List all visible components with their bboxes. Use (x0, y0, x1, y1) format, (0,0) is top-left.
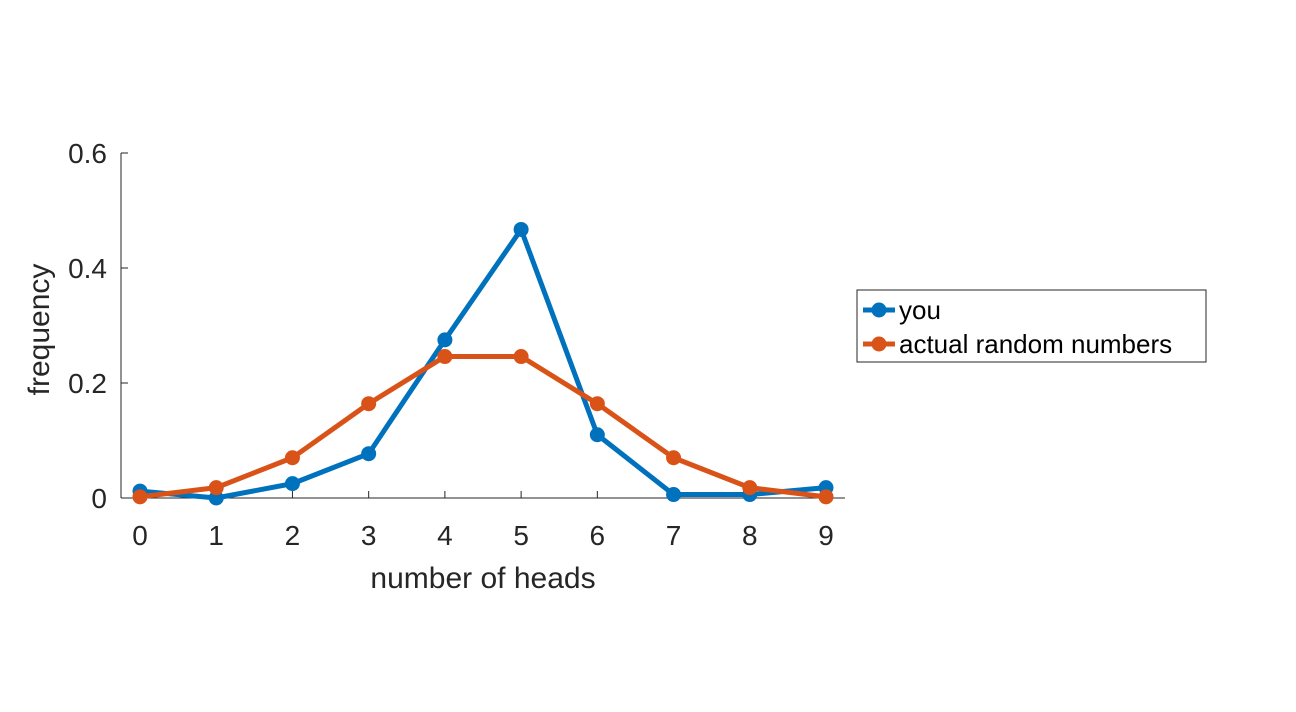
data-point (361, 446, 377, 462)
legend: you actual random numbers (856, 289, 1207, 363)
y-tick-label: 0.6 (68, 138, 107, 169)
x-tick-label: 5 (513, 520, 529, 551)
data-point (437, 332, 453, 348)
data-point (208, 480, 224, 496)
data-point (513, 349, 529, 365)
data-point (361, 396, 377, 412)
series-lines (132, 221, 834, 506)
data-point (589, 396, 605, 412)
x-tick-label: 9 (818, 520, 834, 551)
x-tick-label: 8 (742, 520, 758, 551)
data-point (666, 450, 682, 466)
legend-marker (871, 336, 887, 352)
y-tick-label: 0.2 (68, 368, 107, 399)
x-ticks: 0 1 2 3 4 5 6 7 8 9 (132, 491, 834, 551)
data-point (284, 450, 300, 466)
y-ticks: 0 0.2 0.4 0.6 (68, 138, 128, 514)
x-tick-label: 6 (590, 520, 606, 551)
data-point (208, 490, 224, 506)
y-tick-label: 0.4 (68, 253, 107, 284)
data-point (589, 427, 605, 443)
x-axis-label: number of heads (370, 562, 595, 595)
y-axis-label: frequency (23, 264, 56, 396)
data-point (818, 489, 834, 505)
y-tick-label: 0 (91, 483, 107, 514)
data-point (666, 487, 682, 503)
legend-item: actual random numbers (863, 329, 1172, 359)
data-point (284, 476, 300, 492)
data-point (742, 480, 758, 496)
series-line (137, 226, 829, 501)
x-tick-label: 1 (208, 520, 224, 551)
x-tick-label: 7 (666, 520, 682, 551)
data-point (437, 349, 453, 365)
data-point (513, 221, 529, 237)
legend-marker (871, 302, 887, 318)
data-point (132, 489, 148, 505)
series-1 (132, 349, 834, 505)
legend-box (856, 289, 1207, 363)
legend-label: you (899, 295, 941, 325)
legend-item: you (863, 295, 941, 325)
x-tick-label: 0 (132, 520, 148, 551)
x-tick-label: 2 (285, 520, 301, 551)
x-tick-label: 4 (437, 520, 453, 551)
axes (120, 153, 845, 499)
legend-label: actual random numbers (899, 329, 1172, 359)
series-line (137, 354, 829, 500)
series-0 (132, 221, 834, 506)
x-tick-label: 3 (361, 520, 377, 551)
